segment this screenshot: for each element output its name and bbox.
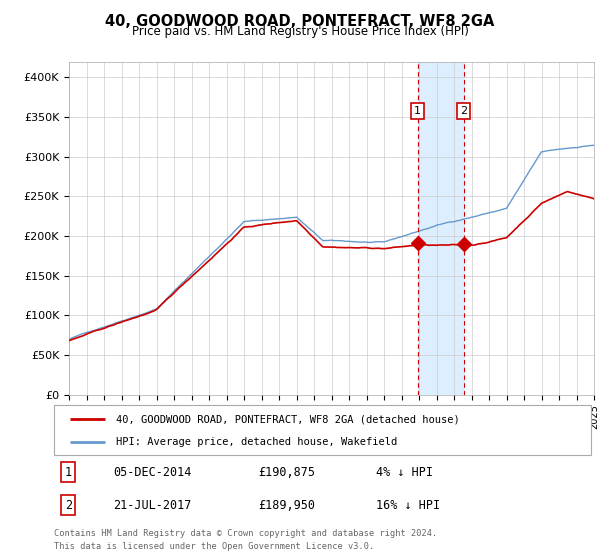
- Text: 2: 2: [65, 498, 72, 512]
- Text: 40, GOODWOOD ROAD, PONTEFRACT, WF8 2GA: 40, GOODWOOD ROAD, PONTEFRACT, WF8 2GA: [106, 14, 494, 29]
- Text: 21-JUL-2017: 21-JUL-2017: [113, 498, 191, 512]
- Text: £190,875: £190,875: [258, 465, 315, 479]
- Text: 40, GOODWOOD ROAD, PONTEFRACT, WF8 2GA (detached house): 40, GOODWOOD ROAD, PONTEFRACT, WF8 2GA (…: [116, 414, 460, 424]
- Text: 05-DEC-2014: 05-DEC-2014: [113, 465, 191, 479]
- Text: £189,950: £189,950: [258, 498, 315, 512]
- Text: 2: 2: [460, 106, 467, 116]
- Text: HPI: Average price, detached house, Wakefield: HPI: Average price, detached house, Wake…: [116, 437, 397, 447]
- Bar: [418, 62, 464, 395]
- Text: This data is licensed under the Open Government Licence v3.0.: This data is licensed under the Open Gov…: [54, 542, 374, 551]
- Text: 16% ↓ HPI: 16% ↓ HPI: [376, 498, 440, 512]
- Text: 4% ↓ HPI: 4% ↓ HPI: [376, 465, 433, 479]
- FancyBboxPatch shape: [54, 405, 591, 455]
- Text: 1: 1: [65, 465, 72, 479]
- Text: Price paid vs. HM Land Registry's House Price Index (HPI): Price paid vs. HM Land Registry's House …: [131, 25, 469, 38]
- Text: 1: 1: [414, 106, 421, 116]
- Text: Contains HM Land Registry data © Crown copyright and database right 2024.: Contains HM Land Registry data © Crown c…: [54, 529, 437, 538]
